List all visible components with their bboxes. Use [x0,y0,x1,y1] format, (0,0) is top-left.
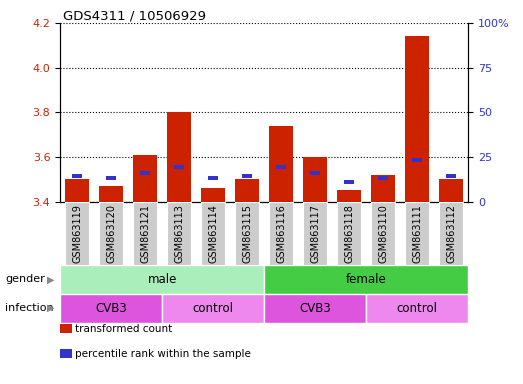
Bar [276,166,286,169]
Text: female: female [346,273,386,286]
Text: GSM863121: GSM863121 [140,204,150,263]
Text: male: male [147,273,177,286]
Text: GSM863117: GSM863117 [310,204,320,263]
Bar [439,179,463,202]
Bar [167,202,191,265]
Bar [133,155,157,202]
Bar [412,158,422,162]
Text: GSM863119: GSM863119 [72,204,82,263]
Text: transformed count: transformed count [75,324,172,334]
Bar [264,294,366,323]
Bar [378,176,388,180]
Bar [60,294,162,323]
Bar [303,157,327,202]
Bar [242,174,252,179]
Bar [371,175,395,202]
Bar [65,202,89,265]
Bar [303,202,327,265]
Bar [344,180,354,184]
Bar [269,202,293,265]
Text: GSM863111: GSM863111 [412,204,422,263]
Bar [269,126,293,202]
Bar [133,202,157,265]
Bar [446,174,456,179]
Bar [235,179,259,202]
Bar [167,112,191,202]
Bar [405,202,429,265]
Bar [201,202,225,265]
Text: control: control [396,302,438,314]
Bar [72,174,82,179]
Bar [162,294,264,323]
Bar [310,171,320,175]
Text: ▶: ▶ [48,303,55,313]
Bar [264,265,468,294]
Bar [140,171,150,175]
Text: CVB3: CVB3 [95,302,127,314]
Text: ▶: ▶ [48,274,55,285]
Text: GSM863116: GSM863116 [276,204,286,263]
Bar [65,179,89,202]
Text: percentile rank within the sample: percentile rank within the sample [75,349,251,359]
Bar [208,176,218,180]
Bar [439,202,463,265]
Text: GSM863112: GSM863112 [446,204,456,263]
Text: CVB3: CVB3 [299,302,331,314]
Text: gender: gender [5,274,45,285]
Text: control: control [192,302,234,314]
Bar [235,202,259,265]
Text: GDS4311 / 10506929: GDS4311 / 10506929 [63,10,206,23]
Bar [366,294,468,323]
Text: GSM863115: GSM863115 [242,204,252,263]
Text: GSM863113: GSM863113 [174,204,184,263]
Text: GSM863118: GSM863118 [344,204,354,263]
Bar [99,186,123,202]
Bar [201,188,225,202]
Bar [99,202,123,265]
Bar [106,176,116,180]
Text: GSM863110: GSM863110 [378,204,388,263]
Text: GSM863120: GSM863120 [106,204,116,263]
Bar [405,36,429,202]
Text: infection: infection [5,303,54,313]
Bar [337,202,361,265]
Bar [337,190,361,202]
Bar [174,166,184,169]
Bar [371,202,395,265]
Text: GSM863114: GSM863114 [208,204,218,263]
Bar [60,265,264,294]
